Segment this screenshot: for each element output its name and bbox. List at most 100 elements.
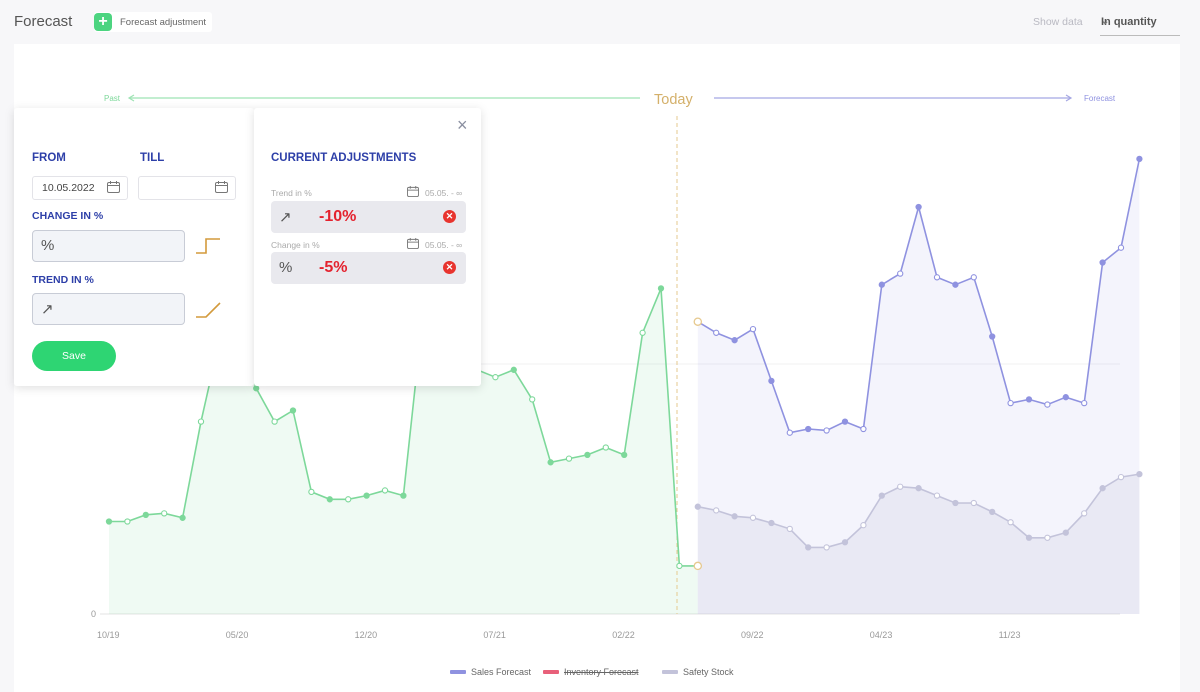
display-mode-value: In quantity	[1101, 16, 1157, 28]
safety-stock-point	[915, 485, 922, 492]
sales-forecast-point	[1099, 259, 1106, 266]
sales-forecast-point	[713, 329, 720, 336]
past-sales-point	[676, 562, 683, 570]
safety-stock-point	[823, 544, 830, 551]
past-sales-point	[271, 418, 278, 425]
safety-stock-point	[713, 507, 720, 514]
current-adjustments-title: CURRENT ADJUSTMENTS	[271, 152, 417, 164]
legend-sales-forecast[interactable]: Sales Forecast	[450, 667, 531, 677]
safety-stock-point	[1007, 519, 1014, 526]
safety-stock-point	[1025, 534, 1033, 541]
from-date-input[interactable]: 10.05.2022	[32, 176, 128, 200]
x-tick-label: 09/22	[741, 630, 764, 640]
safety-stock-point	[1117, 473, 1125, 481]
sales-forecast-point	[768, 377, 775, 385]
x-tick-label: 04/23	[870, 630, 893, 640]
today-marker	[693, 561, 703, 571]
past-label: Past	[104, 94, 121, 103]
today-label: Today	[654, 92, 693, 108]
safety-stock-point	[1099, 485, 1106, 492]
safety-stock-area	[697, 474, 1140, 614]
safety-stock-point	[1062, 529, 1069, 536]
chevron-down-icon: ⌄	[1101, 16, 1110, 27]
past-sales-point	[308, 488, 315, 496]
remove-adjustment-icon[interactable]: ✕	[443, 261, 456, 274]
calendar-icon	[407, 238, 419, 249]
legend-safety-stock[interactable]: Safety Stock	[662, 667, 734, 677]
trend-up-icon: ↗	[41, 301, 54, 318]
adjustment-item: % -5% ✕	[271, 252, 466, 284]
sales-forecast-point	[933, 274, 941, 281]
sales-forecast-point	[749, 325, 757, 333]
sales-forecast-point	[841, 418, 849, 425]
trend-percent-input[interactable]: ↗	[32, 293, 185, 325]
past-sales-point	[345, 496, 352, 503]
remove-adjustment-icon[interactable]: ✕	[443, 210, 456, 223]
safety-stock-point	[749, 514, 757, 521]
safety-stock-point	[860, 522, 867, 529]
till-label: TILL	[140, 152, 165, 164]
till-date-input[interactable]	[138, 176, 236, 200]
past-sales-point	[510, 366, 517, 373]
change-label: CHANGE IN %	[32, 210, 104, 222]
percent-icon: %	[41, 237, 55, 254]
safety-stock-point	[989, 508, 996, 516]
change-percent-input[interactable]: %	[32, 230, 185, 262]
safety-stock-point	[694, 503, 701, 510]
calendar-icon	[215, 181, 228, 193]
past-sales-point	[363, 492, 370, 499]
sales-forecast-point	[897, 270, 904, 277]
display-mode-select[interactable]: In quantity ⌄	[1100, 11, 1180, 36]
past-sales-point	[529, 396, 536, 403]
past-sales-point	[124, 518, 131, 525]
past-sales-point	[142, 511, 149, 518]
past-sales-point	[657, 285, 665, 292]
past-sales-point	[492, 374, 499, 381]
sales-forecast-point	[878, 281, 885, 288]
safety-stock-point	[970, 499, 977, 507]
past-sales-point	[197, 418, 205, 425]
sales-forecast-point	[860, 425, 867, 433]
sales-forecast-point	[1136, 155, 1143, 163]
legend-swatch-inventory	[543, 670, 559, 674]
forecast-adjustment-button[interactable]: + Forecast adjustment	[94, 12, 213, 32]
from-date-value: 10.05.2022	[42, 182, 95, 194]
past-sales-point	[253, 385, 260, 392]
from-label: FROM	[32, 152, 66, 164]
safety-stock-point	[952, 499, 959, 507]
past-sales-point	[602, 444, 609, 451]
sales-forecast-point	[1117, 244, 1125, 251]
legend-label-safety: Safety Stock	[683, 667, 734, 677]
show-data-label: Show data	[1033, 16, 1083, 28]
sales-forecast-area	[697, 158, 1140, 614]
sales-forecast-point	[805, 425, 812, 433]
sales-forecast-point	[1025, 396, 1033, 403]
trend-change-icon	[196, 302, 221, 318]
forecast-adjustment-label: Forecast adjustment	[120, 16, 207, 28]
x-tick-label: 05/20	[226, 630, 249, 640]
legend-label-inventory: Inventory Forecast	[564, 667, 639, 677]
x-tick-label: 10/19	[97, 630, 120, 640]
adjustment-type: Change in %	[271, 240, 320, 250]
safety-stock-point	[1136, 470, 1143, 478]
sales-forecast-point	[1044, 401, 1051, 408]
legend-swatch-sales	[450, 670, 466, 674]
save-button[interactable]: Save	[32, 341, 116, 371]
legend-inventory-forecast[interactable]: Inventory Forecast	[543, 667, 639, 677]
past-sales-point	[161, 510, 168, 517]
past-sales-point	[400, 492, 407, 499]
past-sales-area	[109, 288, 698, 614]
past-sales-point	[179, 514, 186, 521]
adjustment-form-panel: FROM TILL 10.05.2022 CHANGE IN % % TREND…	[14, 108, 254, 386]
sales-forecast-point	[1081, 399, 1088, 407]
calendar-icon	[407, 186, 419, 197]
sales-forecast-point	[952, 281, 959, 288]
forecast-arrow-head	[1065, 94, 1073, 102]
close-icon[interactable]: ×	[457, 115, 468, 135]
sales-forecast-point	[823, 427, 830, 434]
safety-stock-point	[897, 483, 904, 490]
today-marker	[693, 317, 703, 326]
x-tick-label: 07/21	[483, 630, 506, 640]
safety-stock-point	[1081, 510, 1088, 517]
safety-stock-point	[731, 513, 738, 520]
